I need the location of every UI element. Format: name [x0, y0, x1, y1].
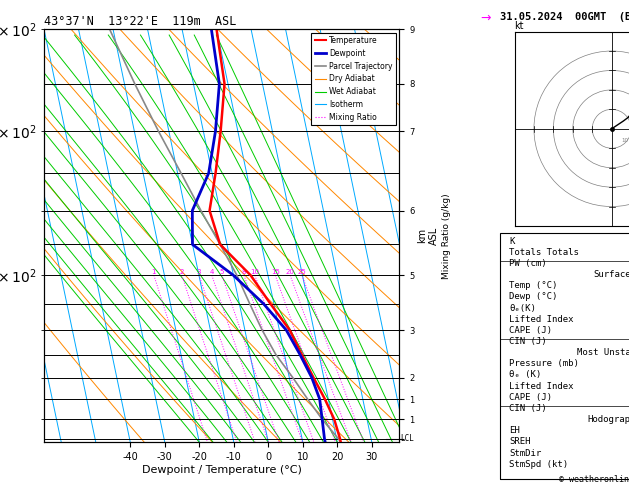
Text: SREH: SREH	[509, 437, 530, 447]
Text: CAPE (J): CAPE (J)	[509, 326, 552, 335]
Text: StmDir: StmDir	[509, 449, 541, 458]
Text: © weatheronline.co.uk: © weatheronline.co.uk	[559, 474, 629, 484]
Text: 3: 3	[197, 269, 201, 276]
Text: 8: 8	[242, 269, 247, 276]
Text: →: →	[480, 12, 491, 25]
Text: 20: 20	[286, 269, 294, 276]
Y-axis label: km
ASL: km ASL	[417, 226, 439, 245]
Text: Most Unstable: Most Unstable	[577, 348, 629, 357]
Text: kt: kt	[515, 21, 524, 31]
Text: θₑ(K): θₑ(K)	[509, 304, 536, 312]
Text: 15: 15	[271, 269, 280, 276]
Legend: Temperature, Dewpoint, Parcel Trajectory, Dry Adiabat, Wet Adiabat, Isotherm, Mi: Temperature, Dewpoint, Parcel Trajectory…	[311, 33, 396, 125]
Text: θₑ (K): θₑ (K)	[509, 370, 541, 380]
Text: 25: 25	[298, 269, 306, 276]
Text: 2: 2	[180, 269, 184, 276]
Text: 4: 4	[209, 269, 214, 276]
Text: Lifted Index: Lifted Index	[509, 382, 574, 391]
Text: 5: 5	[220, 269, 224, 276]
Text: Surface: Surface	[593, 270, 629, 279]
X-axis label: Dewpoint / Temperature (°C): Dewpoint / Temperature (°C)	[142, 465, 302, 475]
Text: EH: EH	[509, 426, 520, 435]
Text: LCL: LCL	[401, 434, 415, 443]
Text: Hodograph: Hodograph	[587, 415, 629, 424]
Text: 10: 10	[250, 269, 259, 276]
Text: K: K	[509, 237, 515, 245]
Text: Pressure (mb): Pressure (mb)	[509, 359, 579, 368]
Text: PW (cm): PW (cm)	[509, 259, 547, 268]
Text: Lifted Index: Lifted Index	[509, 315, 574, 324]
Text: CIN (J): CIN (J)	[509, 404, 547, 413]
Text: 43°37'N  13°22'E  119m  ASL: 43°37'N 13°22'E 119m ASL	[44, 15, 237, 28]
Text: CAPE (J): CAPE (J)	[509, 393, 552, 402]
Text: 31.05.2024  00GMT  (Base: 18): 31.05.2024 00GMT (Base: 18)	[500, 12, 629, 22]
Text: 1: 1	[152, 269, 156, 276]
Text: Totals Totals: Totals Totals	[509, 248, 579, 257]
Text: StmSpd (kt): StmSpd (kt)	[509, 460, 568, 469]
Text: Temp (°C): Temp (°C)	[509, 281, 557, 290]
Text: CIN (J): CIN (J)	[509, 337, 547, 346]
Text: 10: 10	[622, 139, 629, 143]
Text: Mixing Ratio (g/kg): Mixing Ratio (g/kg)	[442, 193, 451, 278]
Text: Dewp (°C): Dewp (°C)	[509, 293, 557, 301]
